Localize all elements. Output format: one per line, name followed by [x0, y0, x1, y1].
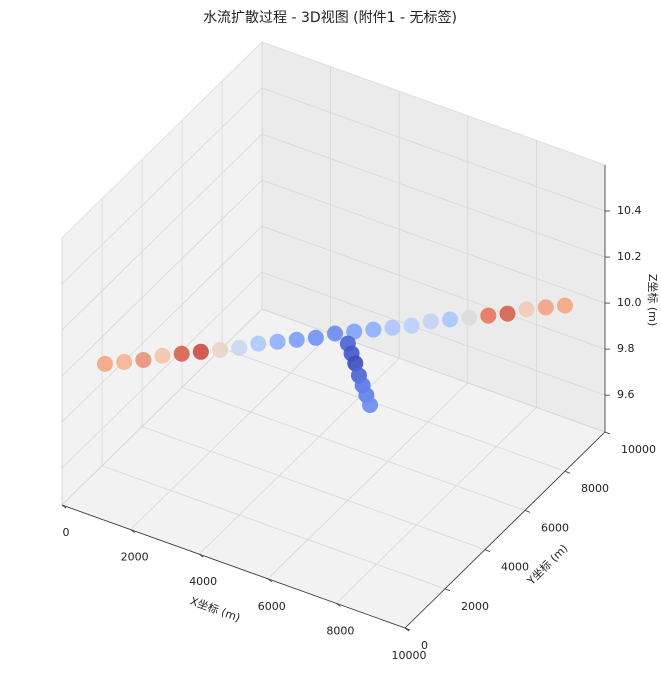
grid-line [141, 426, 486, 550]
point [499, 305, 516, 322]
point [231, 339, 248, 356]
grid-line [261, 271, 606, 396]
y-tick-label: 6000 [541, 521, 569, 534]
x-axis [61, 504, 406, 629]
y-axis-label: Y坐标 (m) [523, 541, 570, 588]
point [173, 345, 190, 362]
grid-line [261, 133, 606, 258]
point [347, 355, 364, 372]
z-axis-label: Z坐标 (m) [646, 274, 660, 326]
grid-line [61, 271, 263, 469]
grid-line [181, 387, 526, 511]
z-tick-label: 9.8 [617, 342, 635, 355]
y-tick-label: 4000 [501, 561, 529, 574]
grid-line [261, 225, 606, 350]
point [461, 309, 478, 326]
z-tick-label: 9.6 [617, 388, 635, 401]
point [327, 325, 343, 342]
point [269, 333, 286, 350]
z-tick-label: 10.4 [617, 204, 642, 217]
grid-line [221, 347, 566, 472]
y-tick [404, 627, 411, 631]
point [384, 319, 401, 336]
grid-line [61, 133, 263, 331]
grid-line [101, 465, 446, 590]
z-tick-label: 10.0 [617, 296, 642, 309]
x-tick-label: 0 [63, 526, 70, 539]
y-tick-label: 0 [421, 639, 428, 652]
point [288, 331, 305, 348]
y-tick-label: 8000 [581, 482, 609, 495]
point [365, 321, 382, 338]
y-tick [444, 588, 451, 592]
point [346, 323, 363, 340]
grid-line [336, 407, 537, 604]
y-axis [404, 431, 606, 629]
z-tick-label: 10.2 [617, 250, 642, 263]
point [307, 329, 324, 346]
x-tick-label: 4000 [189, 575, 217, 588]
point [403, 317, 420, 334]
point [518, 301, 535, 318]
grid [61, 42, 611, 632]
point [557, 297, 573, 314]
grid-line [61, 308, 263, 506]
point [116, 353, 133, 370]
points [97, 297, 573, 414]
point [442, 311, 459, 328]
grid-line [130, 333, 331, 530]
point [154, 347, 171, 364]
grid-line [261, 308, 606, 433]
point [250, 335, 267, 352]
point [212, 341, 229, 358]
point [422, 313, 439, 330]
point [537, 299, 554, 316]
chart-title: 水流扩散过程 - 3D视图 (附件1 - 无标签) [203, 9, 457, 26]
y-tick [564, 470, 571, 474]
grid-line [61, 87, 263, 285]
y-tick [484, 549, 491, 552]
grid-line [61, 225, 263, 423]
point [97, 355, 113, 372]
y-tick [524, 510, 531, 513]
y-tick-label: 10000 [621, 443, 656, 456]
x-tick-label: 10000 [392, 649, 427, 662]
grid-line [267, 382, 469, 580]
point [192, 343, 209, 360]
point [362, 397, 379, 414]
y-tick-label: 2000 [461, 600, 489, 613]
grid-line [261, 87, 606, 212]
x-tick-label: 6000 [258, 600, 286, 613]
y-tick [604, 431, 611, 435]
point [135, 351, 152, 368]
x-tick-label: 2000 [121, 551, 149, 564]
grid-line [61, 179, 263, 377]
grid-line [261, 179, 606, 304]
x-tick-label: 8000 [326, 624, 354, 637]
x-axis-label: X坐标 (m) [188, 594, 242, 625]
point [480, 307, 497, 324]
